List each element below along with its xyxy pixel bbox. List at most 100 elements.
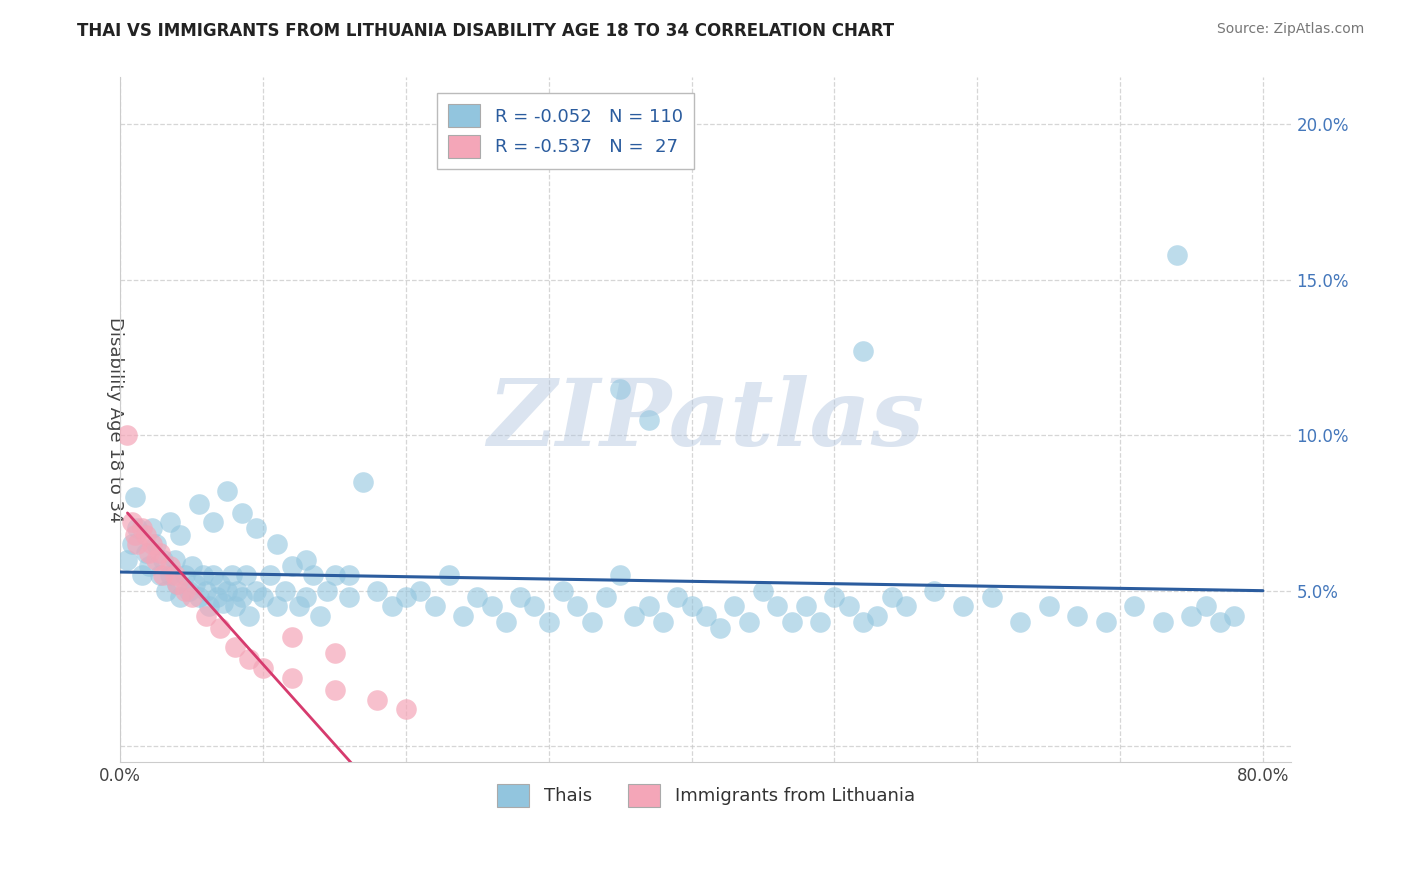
Point: [131, 521, 153, 535]
Point: [316, 583, 339, 598]
Point: [131, 568, 153, 582]
Point: [366, 583, 388, 598]
Point: [159, 515, 181, 529]
Point: [866, 608, 889, 623]
Point: [666, 590, 689, 604]
Point: [209, 577, 232, 591]
Point: [145, 537, 167, 551]
Point: [259, 568, 281, 582]
Point: [141, 521, 163, 535]
Point: [495, 615, 517, 629]
Point: [163, 552, 186, 566]
Point: [437, 568, 460, 582]
Point: [980, 590, 1002, 604]
Point: [180, 558, 202, 573]
Point: [135, 527, 157, 541]
Point: [155, 583, 177, 598]
Point: [226, 583, 249, 598]
Point: [166, 577, 188, 591]
Text: THAI VS IMMIGRANTS FROM LITHUANIA DISABILITY AGE 18 TO 34 CORRELATION CHART: THAI VS IMMIGRANTS FROM LITHUANIA DISABI…: [77, 22, 894, 40]
Point: [752, 583, 775, 598]
Point: [623, 608, 645, 623]
Point: [1209, 615, 1232, 629]
Legend: Thais, Immigrants from Lithuania: Thais, Immigrants from Lithuania: [489, 777, 922, 814]
Point: [202, 515, 225, 529]
Point: [173, 583, 195, 598]
Point: [159, 568, 181, 582]
Point: [149, 546, 172, 560]
Point: [637, 599, 659, 614]
Point: [238, 608, 260, 623]
Point: [381, 599, 404, 614]
Point: [183, 577, 205, 591]
Point: [709, 621, 731, 635]
Point: [1123, 599, 1146, 614]
Y-axis label: Disability Age 18 to 34: Disability Age 18 to 34: [107, 317, 124, 523]
Point: [894, 599, 917, 614]
Point: [280, 558, 302, 573]
Point: [323, 683, 346, 698]
Point: [149, 568, 172, 582]
Point: [695, 608, 717, 623]
Point: [141, 537, 163, 551]
Point: [280, 671, 302, 685]
Point: [1094, 615, 1116, 629]
Point: [595, 590, 617, 604]
Point: [163, 568, 186, 582]
Point: [467, 590, 489, 604]
Point: [780, 615, 803, 629]
Point: [1066, 608, 1088, 623]
Point: [309, 608, 332, 623]
Point: [138, 558, 160, 573]
Point: [838, 599, 860, 614]
Point: [924, 583, 946, 598]
Point: [187, 590, 209, 604]
Point: [231, 590, 253, 604]
Point: [609, 568, 631, 582]
Point: [207, 590, 229, 604]
Point: [1223, 608, 1246, 623]
Point: [295, 552, 318, 566]
Point: [1195, 599, 1218, 614]
Point: [451, 608, 474, 623]
Point: [637, 412, 659, 426]
Point: [121, 515, 143, 529]
Point: [117, 428, 139, 442]
Point: [323, 568, 346, 582]
Point: [352, 475, 374, 489]
Point: [221, 568, 243, 582]
Point: [823, 590, 845, 604]
Point: [166, 577, 188, 591]
Point: [224, 599, 246, 614]
Point: [302, 568, 325, 582]
Point: [117, 552, 139, 566]
Point: [145, 552, 167, 566]
Point: [124, 527, 146, 541]
Point: [202, 568, 225, 582]
Point: [187, 497, 209, 511]
Point: [266, 599, 288, 614]
Point: [280, 631, 302, 645]
Text: Source: ZipAtlas.com: Source: ZipAtlas.com: [1216, 22, 1364, 37]
Point: [273, 583, 295, 598]
Point: [481, 599, 503, 614]
Point: [366, 692, 388, 706]
Point: [423, 599, 446, 614]
Point: [852, 615, 875, 629]
Point: [252, 661, 274, 675]
Point: [127, 521, 149, 535]
Point: [1152, 615, 1174, 629]
Point: [127, 537, 149, 551]
Point: [238, 652, 260, 666]
Point: [288, 599, 311, 614]
Point: [337, 590, 360, 604]
Point: [195, 583, 218, 598]
Point: [1180, 608, 1202, 623]
Point: [395, 702, 418, 716]
Point: [135, 546, 157, 560]
Point: [880, 590, 903, 604]
Point: [212, 596, 235, 610]
Point: [323, 646, 346, 660]
Point: [152, 568, 174, 582]
Point: [217, 583, 239, 598]
